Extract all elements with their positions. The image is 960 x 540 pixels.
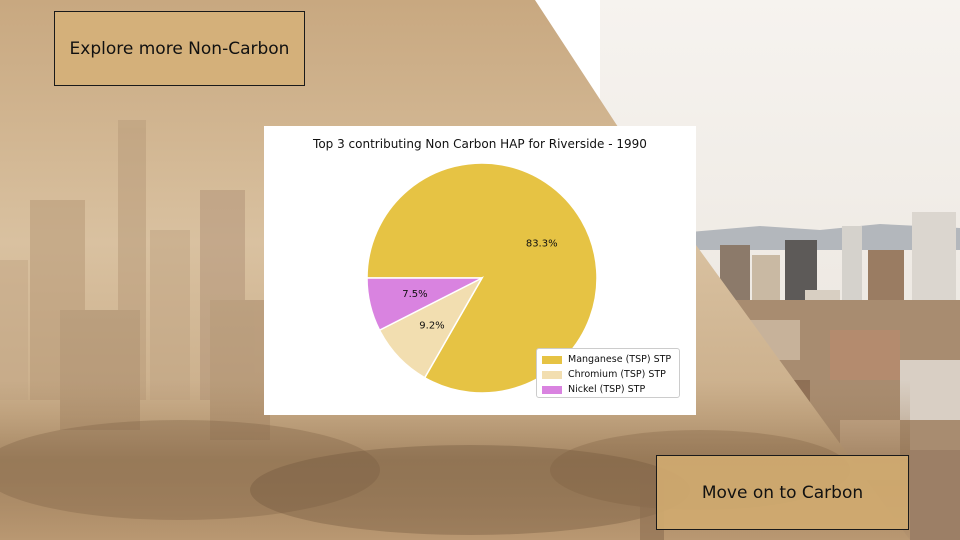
legend-item: Chromium (TSP) STP (542, 367, 674, 382)
pie-value-label: 7.5% (402, 289, 427, 300)
pie-chart: 83.3% 9.2% 7.5% (366, 162, 598, 394)
legend-label: Nickel (TSP) STP (568, 384, 646, 395)
legend-swatch-nickel (542, 385, 562, 394)
pie-chart-panel: Top 3 contributing Non Carbon HAP for Ri… (264, 126, 696, 415)
legend-swatch-manganese (542, 355, 562, 364)
explore-non-carbon-button[interactable]: Explore more Non-Carbon (54, 11, 305, 86)
legend-swatch-chromium (542, 370, 562, 379)
chart-title: Top 3 contributing Non Carbon HAP for Ri… (313, 137, 647, 151)
chart-legend: Manganese (TSP) STP Chromium (TSP) STP N… (536, 348, 680, 398)
pie-value-label: 83.3% (526, 238, 558, 249)
legend-item: Nickel (TSP) STP (542, 382, 674, 397)
legend-label: Chromium (TSP) STP (568, 369, 666, 380)
move-on-to-carbon-button[interactable]: Move on to Carbon (656, 455, 909, 530)
pie-slice-nickel (366, 277, 483, 332)
legend-item: Manganese (TSP) STP (542, 352, 674, 367)
pie-value-label: 9.2% (419, 321, 444, 332)
legend-label: Manganese (TSP) STP (568, 354, 672, 365)
